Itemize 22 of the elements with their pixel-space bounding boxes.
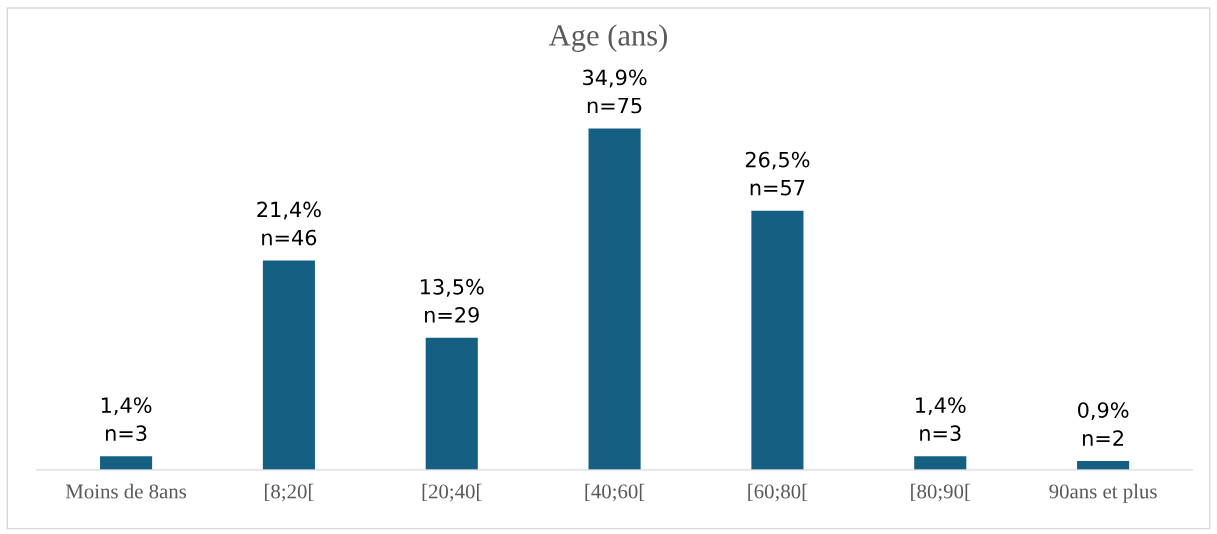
bar: [751, 210, 804, 470]
data-label: 1,4% n=3: [101, 397, 152, 442]
x-tick-label: [40;60[: [585, 483, 645, 502]
bar: [100, 456, 153, 470]
bar: [425, 337, 478, 470]
data-label: 21,4% n=46: [257, 201, 321, 246]
bar: [1077, 461, 1130, 470]
data-label: 0,9% n=2: [1078, 402, 1129, 446]
chart-title: Age (ans): [548, 24, 667, 52]
x-tick-label: [60;80[: [748, 483, 808, 502]
x-tick-label: 90ans et plus: [1049, 483, 1157, 503]
x-tick-label: [80;90[: [911, 483, 971, 502]
data-label: 26,5% n=57: [745, 151, 810, 196]
data-label: 34,9% n=75: [583, 69, 647, 114]
data-label: 13,5% n=29: [420, 278, 484, 323]
x-tick-label: [8;20[: [265, 483, 314, 502]
bar: [262, 260, 315, 470]
bar: [588, 128, 641, 470]
x-tick-label: Moins de 8ans: [65, 483, 187, 499]
bar: [914, 456, 967, 470]
x-tick-label: [20;40[: [422, 483, 482, 502]
data-label: 1,4% n=3: [916, 397, 966, 442]
